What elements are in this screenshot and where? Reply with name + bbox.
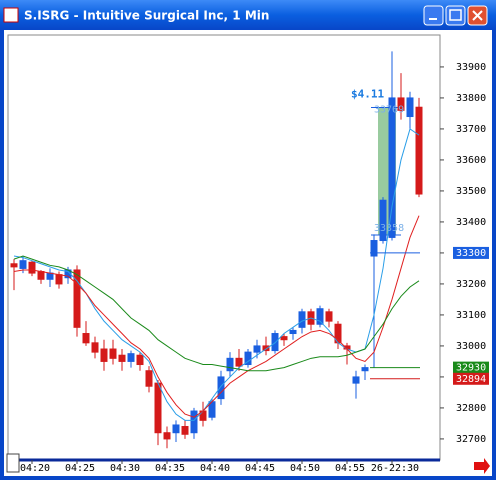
app-icon bbox=[3, 7, 19, 23]
candle-body bbox=[316, 308, 324, 325]
candle-body bbox=[10, 263, 18, 268]
candle-body bbox=[163, 432, 171, 440]
candle-body bbox=[145, 370, 153, 387]
candle-body bbox=[397, 97, 405, 111]
candle-body bbox=[37, 271, 45, 280]
candle-body bbox=[217, 376, 225, 400]
x-tick-label: 04:30 bbox=[110, 463, 140, 474]
y-tick-label: 33800 bbox=[456, 93, 486, 104]
y-tick-label: 33500 bbox=[456, 186, 486, 197]
y-tick-label: 33100 bbox=[456, 310, 486, 321]
y-tick-label: 33000 bbox=[456, 341, 486, 352]
candle-body bbox=[289, 329, 297, 335]
candle-body bbox=[388, 97, 396, 238]
candle-body bbox=[280, 336, 288, 341]
maximize-button[interactable] bbox=[445, 5, 466, 26]
candle-body bbox=[172, 424, 180, 434]
window-title: S.ISRG - Intuitive Surgical Inc, 1 Min bbox=[24, 9, 269, 23]
price-tag-label: 32894 bbox=[456, 374, 486, 385]
close-icon bbox=[472, 10, 483, 21]
x-tick-label: 04:55 bbox=[335, 463, 365, 474]
candle-body bbox=[262, 345, 270, 352]
measure-start-label: 33358 bbox=[374, 223, 404, 234]
candle-body bbox=[244, 351, 252, 366]
y-tick-label: 33200 bbox=[456, 279, 486, 290]
x-tick-label: 04:40 bbox=[200, 463, 230, 474]
candle-body bbox=[406, 97, 414, 118]
candle-body bbox=[370, 240, 378, 257]
scroll-arrow[interactable] bbox=[474, 458, 490, 474]
price-tag-label: 33300 bbox=[456, 248, 486, 259]
candle-body bbox=[298, 311, 306, 328]
title-bar bbox=[0, 0, 496, 30]
y-tick-label: 33400 bbox=[456, 217, 486, 228]
x-tick-label: 04:25 bbox=[65, 463, 95, 474]
candle-body bbox=[226, 357, 234, 372]
candle-body bbox=[325, 311, 333, 322]
candle-body bbox=[91, 342, 99, 353]
price-tag-label: 32930 bbox=[456, 363, 486, 374]
y-tick-label: 32700 bbox=[456, 434, 486, 445]
candle-body bbox=[55, 274, 63, 285]
candle-body bbox=[118, 354, 126, 362]
y-tick-label: 33900 bbox=[456, 62, 486, 73]
candle-body bbox=[19, 260, 27, 269]
candle-body bbox=[46, 272, 54, 280]
candle-body bbox=[28, 261, 36, 274]
x-tick-label: 26-22:30 bbox=[371, 463, 419, 474]
y-tick-label: 33700 bbox=[456, 124, 486, 135]
y-tick-label: 33600 bbox=[456, 155, 486, 166]
maximize-icon bbox=[449, 9, 462, 21]
candle-body bbox=[82, 333, 90, 344]
candle-body bbox=[127, 353, 135, 362]
candle-body bbox=[73, 269, 81, 328]
candle-body bbox=[361, 367, 369, 372]
measure-label: $4.11 bbox=[351, 88, 384, 101]
candle-body bbox=[379, 199, 387, 242]
candle-body bbox=[235, 357, 243, 367]
candle-body bbox=[181, 426, 189, 435]
price-tag bbox=[453, 361, 489, 374]
moving-average-line bbox=[13, 255, 420, 372]
y-tick-label: 32800 bbox=[456, 403, 486, 414]
candle-body bbox=[352, 376, 360, 384]
candle-body bbox=[271, 333, 279, 352]
candle-body bbox=[100, 348, 108, 362]
candle-body bbox=[190, 410, 198, 434]
minimize-button[interactable] bbox=[423, 5, 444, 26]
price-tag bbox=[453, 372, 489, 385]
candle-body bbox=[415, 106, 423, 195]
candle-body bbox=[109, 348, 117, 359]
moving-average-line bbox=[13, 128, 420, 421]
x-tick-label: 04:45 bbox=[245, 463, 275, 474]
x-tick-label: 04:20 bbox=[20, 463, 50, 474]
x-tick-label: 04:35 bbox=[155, 463, 185, 474]
candle-body bbox=[154, 382, 162, 434]
candle-body bbox=[253, 345, 261, 353]
measure-end-label: 33769 bbox=[374, 105, 404, 116]
x-tick-label: 04:50 bbox=[290, 463, 320, 474]
price-tag bbox=[453, 246, 489, 259]
scroll-box[interactable] bbox=[6, 453, 20, 473]
candle-body bbox=[136, 354, 144, 366]
